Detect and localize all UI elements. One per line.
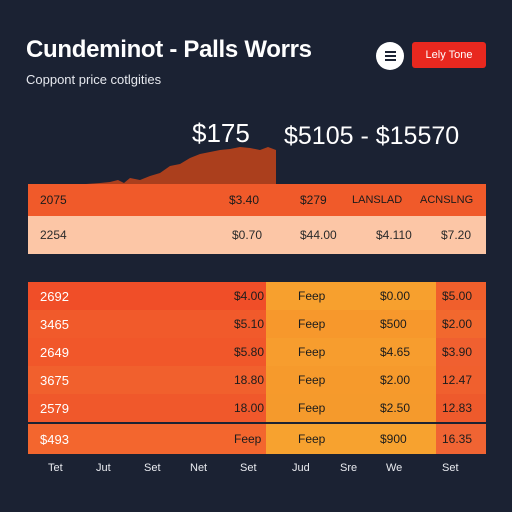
row-band [266, 424, 436, 454]
menu-button[interactable] [376, 42, 404, 70]
table-cell: Feep [298, 289, 326, 303]
table-cell: 2649 [40, 344, 69, 360]
row-band [28, 282, 266, 310]
header-cell: $3.40 [229, 193, 260, 207]
table-row: 3675 18.80 Feep $2.00 12.47 [28, 366, 486, 394]
table-cell: $500 [380, 317, 407, 331]
table-cell: 3675 [40, 372, 69, 388]
x-axis-tick-label: Tet [48, 462, 63, 474]
table-cell: 2692 [40, 288, 69, 304]
table-cell: $900 [380, 432, 407, 446]
row-band [436, 282, 486, 310]
row-band [266, 338, 436, 366]
header-cell: $279 [300, 193, 327, 207]
table-cell: Feep [298, 373, 326, 387]
table-row: $493 Feep Feep $900 16.35 [28, 424, 486, 454]
table-cell: 2579 [40, 400, 69, 416]
row-band [28, 394, 266, 422]
x-axis-tick-label: Net [190, 462, 208, 474]
row-band [28, 310, 266, 338]
table-cell: 12.47 [442, 373, 473, 387]
table-cell: 18.80 [234, 373, 265, 387]
table-cell: $2.00 [442, 317, 473, 331]
table-cell: $3.90 [442, 345, 473, 359]
table-cell: 16.35 [442, 432, 473, 446]
table-cell: $5.00 [442, 289, 473, 303]
row-band [28, 338, 266, 366]
x-axis-tick-label: Set [240, 462, 257, 474]
table-cell: $2.50 [380, 401, 411, 415]
row-band [266, 282, 436, 310]
table-row: 2692 $4.00 Feep $0.00 $5.00 [28, 282, 486, 310]
subheader-cell: $7.20 [441, 228, 472, 242]
menu-icon [384, 50, 396, 62]
table-cell: Feep [298, 345, 326, 359]
row-band [28, 424, 266, 454]
row-band [436, 394, 486, 422]
page-title: Cundeminot - Palls Worrs [26, 36, 312, 63]
row-band [266, 310, 436, 338]
table-cell: $4.00 [234, 289, 265, 303]
row-band [436, 338, 486, 366]
row-band [436, 424, 486, 454]
table-header-row: 2075 $3.40 $279 LANSLAD ACNSLNG [28, 184, 486, 216]
x-axis-tick-label: Jut [96, 462, 111, 474]
sparkline-area [86, 147, 276, 184]
header-cell: LANSLAD [352, 194, 403, 206]
table-cell: $493 [40, 431, 69, 447]
row-band [266, 394, 436, 422]
row-band [436, 366, 486, 394]
table-row: 2579 18.00 Feep $2.50 12.83 [28, 394, 486, 422]
header-cell: ACNSLNG [420, 194, 474, 206]
table-cell: $2.00 [380, 373, 411, 387]
current-price: $175 [192, 118, 250, 148]
subheader-cell: $0.70 [232, 228, 263, 242]
x-axis-tick-label: Set [144, 462, 161, 474]
table-cell: 18.00 [234, 401, 265, 415]
table-row: 3465 $5.10 Feep $500 $2.00 [28, 310, 486, 338]
x-axis-tick-label: Sre [340, 462, 358, 474]
table-subheader-row: 2254 $0.70 $44.00 $4.110 $7.20 [28, 216, 486, 254]
action-button[interactable]: Lely Tone [412, 42, 486, 68]
table-cell: Feep [298, 432, 326, 446]
table-cell: Feep [298, 317, 326, 331]
price-sparkline [86, 147, 276, 184]
row-band [28, 366, 266, 394]
x-axis-tick-label: Set [442, 462, 459, 474]
subheader-cell: $4.110 [376, 228, 412, 242]
subheader-cell: $44.00 [300, 228, 337, 242]
header-cell: 2075 [40, 193, 67, 207]
table-cell: $4.65 [380, 345, 411, 359]
row-band [266, 366, 436, 394]
table-cell: Feep [234, 432, 262, 446]
x-axis-tick-label: We [386, 462, 403, 474]
table-cell: 12.83 [442, 401, 473, 415]
price-range: $5105 - $15570 [284, 122, 460, 150]
subheader-cell: 2254 [40, 228, 67, 242]
table-cell: 3465 [40, 316, 69, 332]
table-row: 2649 $5.80 Feep $4.65 $3.90 [28, 338, 486, 366]
x-axis-tick-label: Jud [292, 462, 310, 474]
page-subtitle: Coppont price cotlgities [26, 72, 162, 87]
x-axis: Tet Jut Set Net Set Jud Sre We Set [0, 462, 512, 478]
table-cell: $5.80 [234, 345, 265, 359]
table-cell: Feep [298, 401, 326, 415]
table-cell: $5.10 [234, 317, 265, 331]
row-band [436, 310, 486, 338]
table-cell: $0.00 [380, 289, 411, 303]
